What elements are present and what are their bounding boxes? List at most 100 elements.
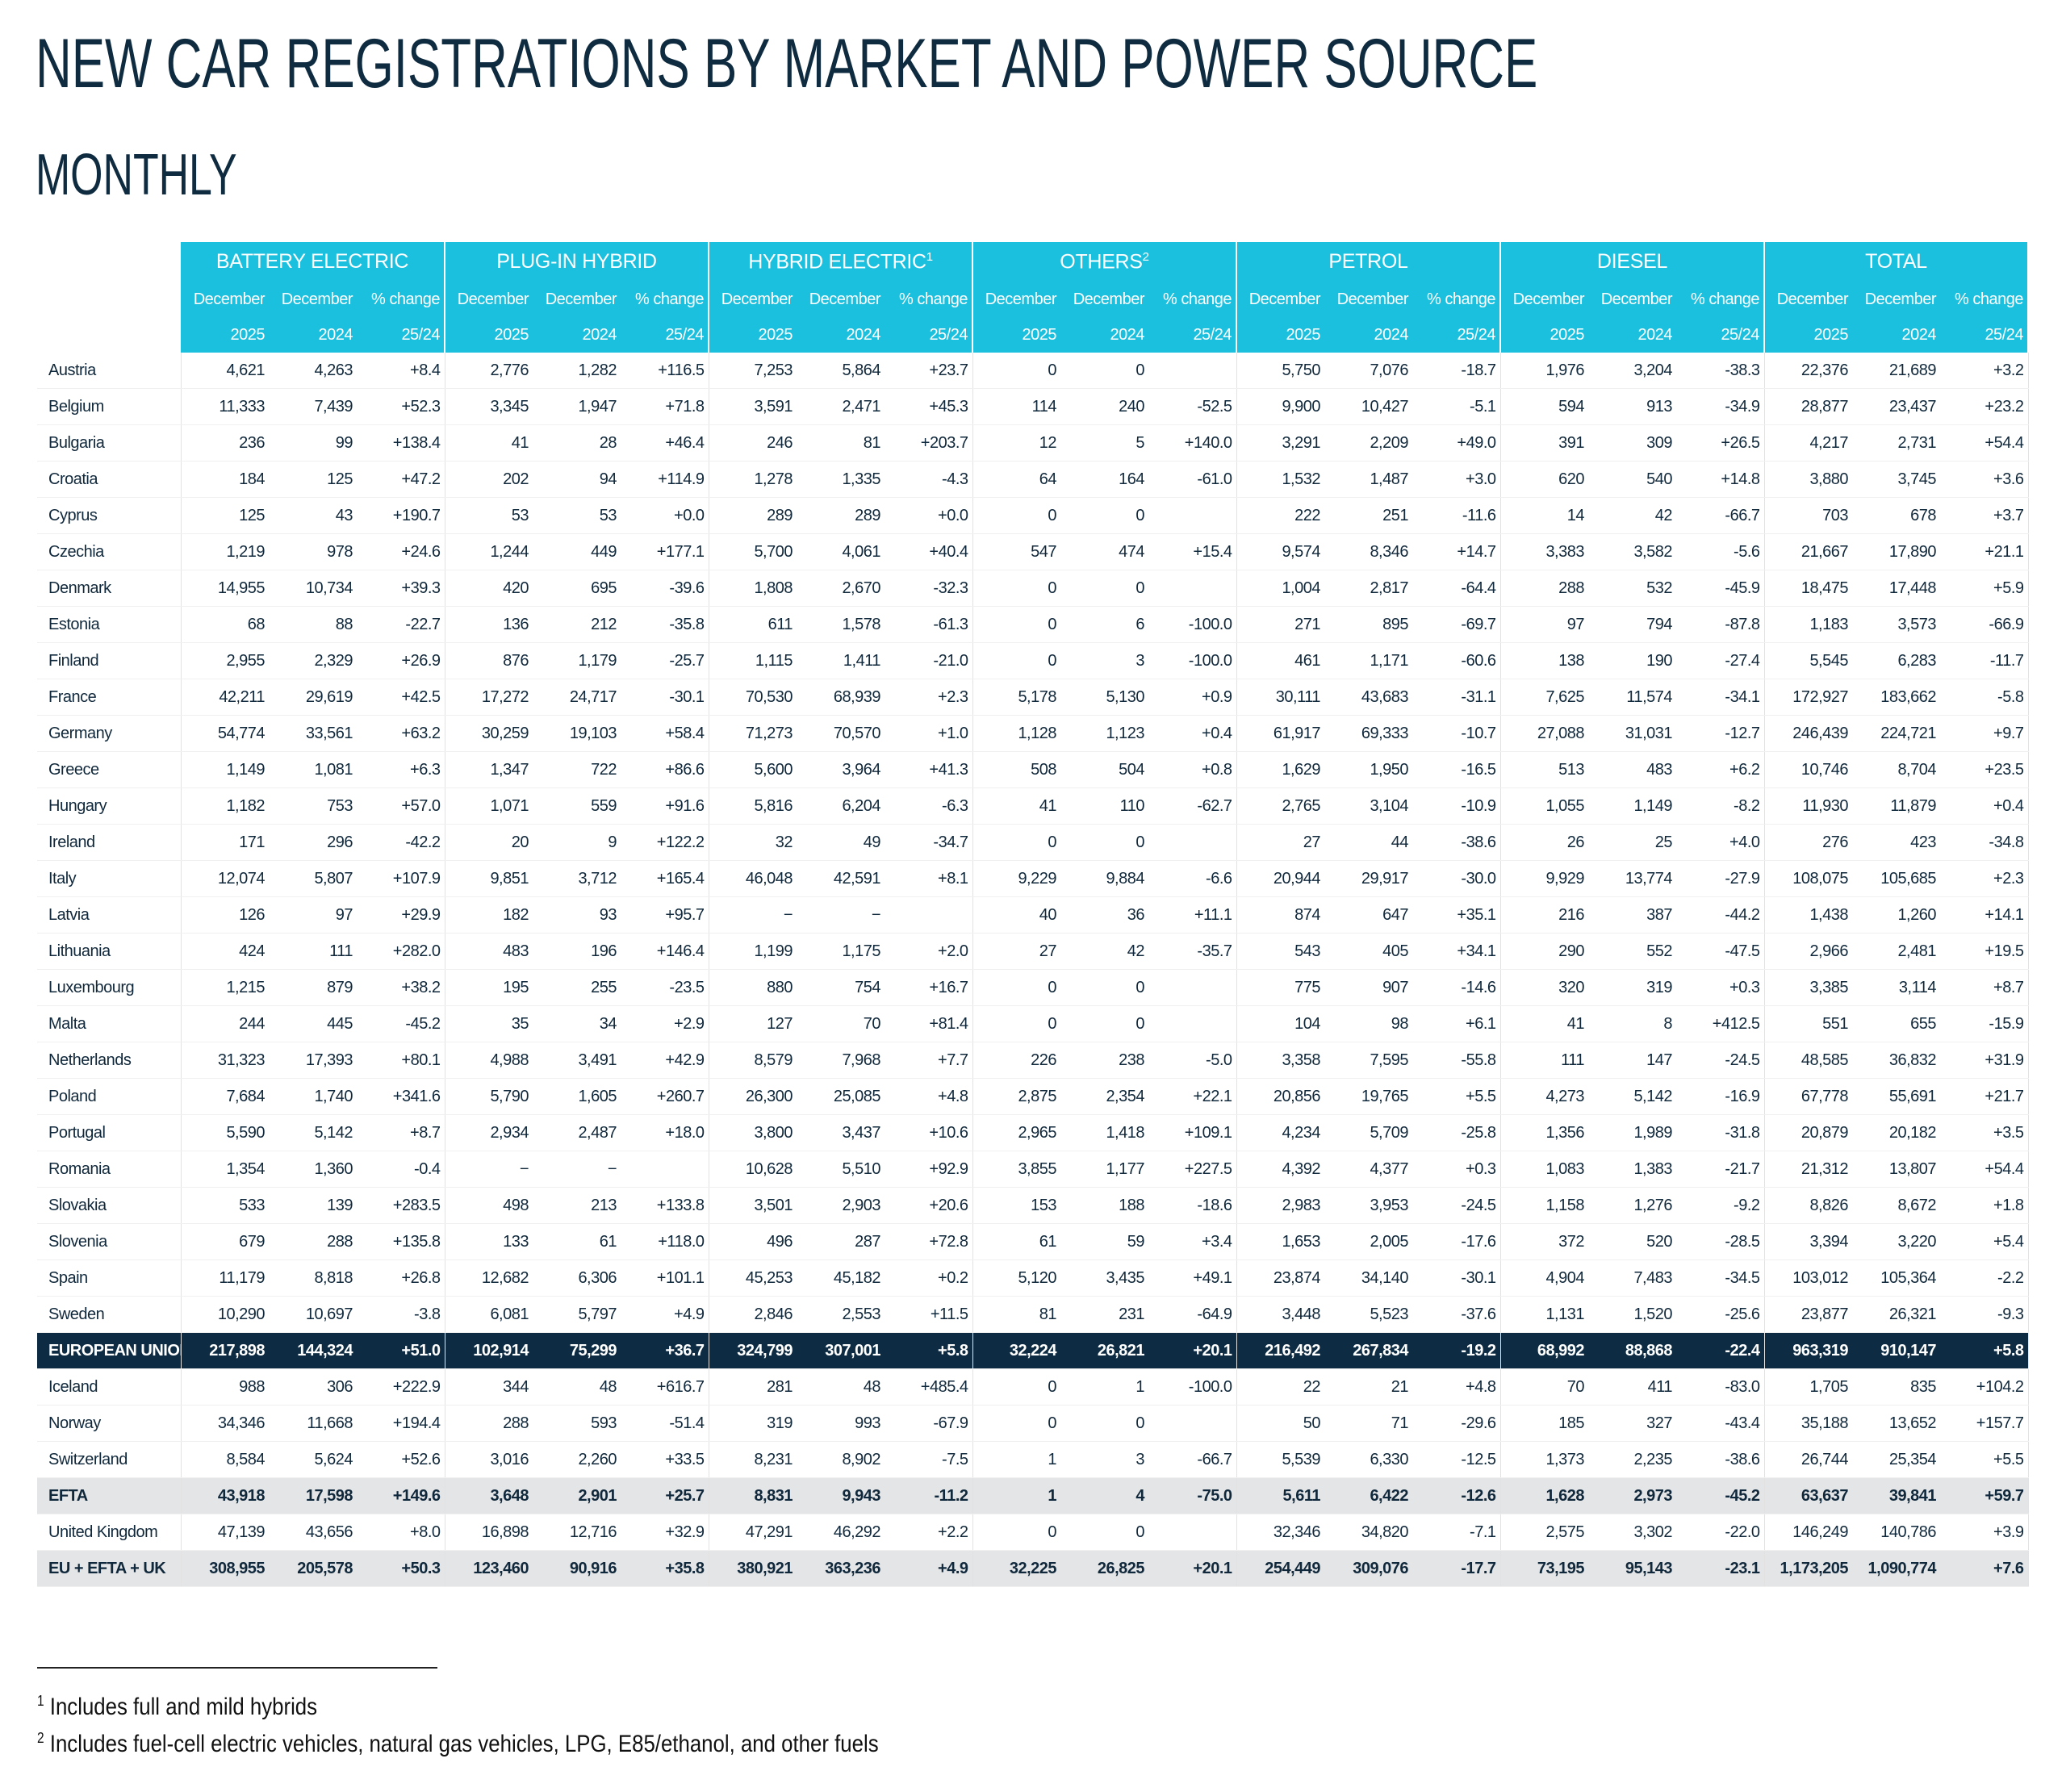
cell: 13,807 [1852, 1151, 1940, 1188]
cell: +165.4 [621, 860, 709, 897]
cell: 3,204 [1588, 353, 1676, 389]
cell: +20.6 [885, 1187, 973, 1224]
column-header: December [269, 282, 357, 317]
cell: 1,487 [1324, 461, 1412, 498]
cell: +23.2 [1940, 388, 2029, 425]
cell: 45,182 [797, 1259, 885, 1297]
market-name: EFTA [37, 1477, 182, 1514]
cell: 391 [1500, 424, 1588, 462]
cell: -2.2 [1940, 1259, 2029, 1297]
cell: 184 [181, 461, 269, 498]
cell: +3.6 [1940, 461, 2029, 498]
cell: +227.5 [1148, 1151, 1237, 1188]
cell: 31,323 [181, 1042, 269, 1079]
cell: 5,545 [1764, 642, 1852, 679]
market-name: Estonia [37, 606, 182, 643]
cell: -27.4 [1676, 642, 1765, 679]
cell: 13,774 [1588, 860, 1676, 897]
cell: 9,900 [1236, 388, 1324, 425]
cell: 188 [1060, 1187, 1148, 1224]
cell: 288 [269, 1223, 357, 1260]
cell: 10,697 [269, 1296, 357, 1333]
cell: 363,236 [797, 1550, 885, 1587]
cell: 5,700 [709, 533, 797, 570]
market-name: Romania [37, 1151, 182, 1188]
cell: 2,553 [797, 1296, 885, 1333]
cell: 703 [1764, 497, 1852, 534]
cell: 2,731 [1852, 424, 1940, 462]
cell: +0.2 [885, 1259, 973, 1297]
cell: 423 [1852, 824, 1940, 861]
column-header: 2025 [1500, 317, 1588, 353]
cell: 1,199 [709, 933, 797, 970]
cell: -25.8 [1412, 1114, 1501, 1151]
cell: 540 [1588, 461, 1676, 498]
cell: 42 [1060, 933, 1148, 970]
cell: 50 [1236, 1405, 1324, 1442]
table-row: Spain 11,179 8,818 +26.8 12,682 6,306 +101.1 45… [37, 1259, 2029, 1297]
cell: 0 [1060, 1405, 1148, 1442]
cell: 7,595 [1324, 1042, 1412, 1079]
cell: -61.0 [1148, 461, 1237, 498]
table-row: Croatia 184 125 +47.2 202 94 +114.9 1,278 1,335-… [37, 461, 2029, 498]
column-header: 2024 [1324, 317, 1412, 353]
cell: 63,637 [1764, 1477, 1852, 1514]
cell: 2,481 [1852, 933, 1940, 970]
cell: +138.4 [357, 424, 445, 462]
cell: 71,273 [709, 715, 797, 752]
cell: 108,075 [1764, 860, 1852, 897]
cell: 754 [797, 969, 885, 1006]
cell: 99 [269, 424, 357, 462]
cell: +203.7 [885, 424, 973, 462]
cell: 1,071 [445, 787, 533, 825]
market-name: Iceland [37, 1368, 182, 1406]
cell: 2,817 [1324, 570, 1412, 607]
cell: -12.5 [1412, 1441, 1501, 1478]
cell: +5.9 [1940, 570, 2029, 607]
cell: 4,392 [1236, 1151, 1324, 1188]
cell: -17.7 [1412, 1550, 1501, 1587]
cell: 876 [445, 642, 533, 679]
page-title: NEW CAR REGISTRATIONS BY MARKET AND POWE… [36, 25, 1538, 102]
cell: 2,973 [1588, 1477, 1676, 1514]
cell: 327 [1588, 1405, 1676, 1442]
market-name: Hungary [37, 787, 182, 825]
cell: -100.0 [1148, 606, 1237, 643]
cell: 69,333 [1324, 715, 1412, 752]
cell: -5.1 [1412, 388, 1501, 425]
cell: 308,955 [181, 1550, 269, 1587]
cell: 136 [445, 606, 533, 643]
cell: 9 [533, 824, 621, 861]
cell: -47.5 [1676, 933, 1765, 970]
cell: -14.6 [1412, 969, 1501, 1006]
cell: -12.7 [1676, 715, 1765, 752]
cell: -37.6 [1412, 1296, 1501, 1333]
cell: -23.5 [621, 969, 709, 1006]
cell: 42 [1588, 497, 1676, 534]
column-header: December [1588, 282, 1676, 317]
market-name: Portugal [37, 1114, 182, 1151]
cell: 29,917 [1324, 860, 1412, 897]
cell: 2,329 [269, 642, 357, 679]
cell: +5.4 [1940, 1223, 2029, 1260]
cell: +49.1 [1148, 1259, 1237, 1297]
cell: 3,800 [709, 1114, 797, 1151]
cell: 111 [269, 933, 357, 970]
column-header: 2025 [181, 317, 269, 353]
registrations-table: BATTERY ELECTRIC PLUG-IN HYBRID HYBRID ELE… [37, 242, 2029, 1587]
cell: 496 [709, 1223, 797, 1260]
cell: 3,383 [1500, 533, 1588, 570]
cell: -22.0 [1676, 1514, 1765, 1551]
cell: 483 [1588, 751, 1676, 788]
cell: +42.9 [621, 1042, 709, 1079]
column-header: December [1764, 282, 1852, 317]
cell: +485.4 [885, 1368, 973, 1406]
cell: 27,088 [1500, 715, 1588, 752]
cell: 5,142 [1588, 1078, 1676, 1115]
cell: 32,224 [972, 1332, 1060, 1369]
market-name: Malta [37, 1005, 182, 1042]
cell: 3,358 [1236, 1042, 1324, 1079]
market-name: Germany [37, 715, 182, 752]
cell: 2,670 [797, 570, 885, 607]
cell: -6.6 [1148, 860, 1237, 897]
